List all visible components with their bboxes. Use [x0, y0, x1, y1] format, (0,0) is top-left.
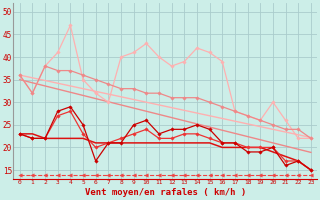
X-axis label: Vent moyen/en rafales ( km/h ): Vent moyen/en rafales ( km/h )	[85, 188, 246, 197]
